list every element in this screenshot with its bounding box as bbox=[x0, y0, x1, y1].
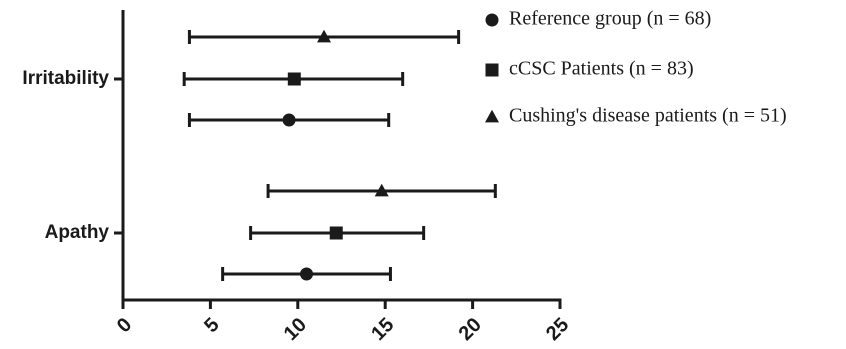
legend-marker-triangle bbox=[485, 109, 499, 123]
plot-area bbox=[182, 29, 497, 281]
legend: Reference group (n = 68) cCSC Patients (n… bbox=[485, 8, 787, 127]
legend-marker-square bbox=[485, 63, 499, 77]
x-tick-label: 10 bbox=[280, 314, 311, 345]
data-point-triangle bbox=[374, 183, 389, 197]
y-category-label: Apathy bbox=[45, 222, 110, 243]
legend-label: cCSC Patients (n = 83) bbox=[509, 58, 694, 80]
legend-marker-circle bbox=[485, 13, 499, 27]
y-category-label: Irritability bbox=[22, 68, 109, 89]
data-point-triangle bbox=[317, 29, 332, 43]
data-point-square bbox=[329, 226, 343, 240]
x-tick-label: 15 bbox=[367, 314, 398, 345]
x-tick-label: 20 bbox=[455, 314, 486, 345]
x-tick-label: 5 bbox=[200, 314, 223, 337]
x-tick-label: 25 bbox=[542, 314, 573, 345]
data-point-circle bbox=[282, 113, 296, 127]
axes: 0 5 10 15 20 25 Irritability Apathy bbox=[22, 10, 573, 345]
data-point-circle bbox=[300, 267, 314, 281]
legend-label: Reference group (n = 68) bbox=[509, 8, 711, 30]
legend-label: Cushing's disease patients (n = 51) bbox=[509, 105, 787, 127]
data-point-square bbox=[287, 72, 301, 86]
x-tick-label: 0 bbox=[113, 314, 136, 337]
